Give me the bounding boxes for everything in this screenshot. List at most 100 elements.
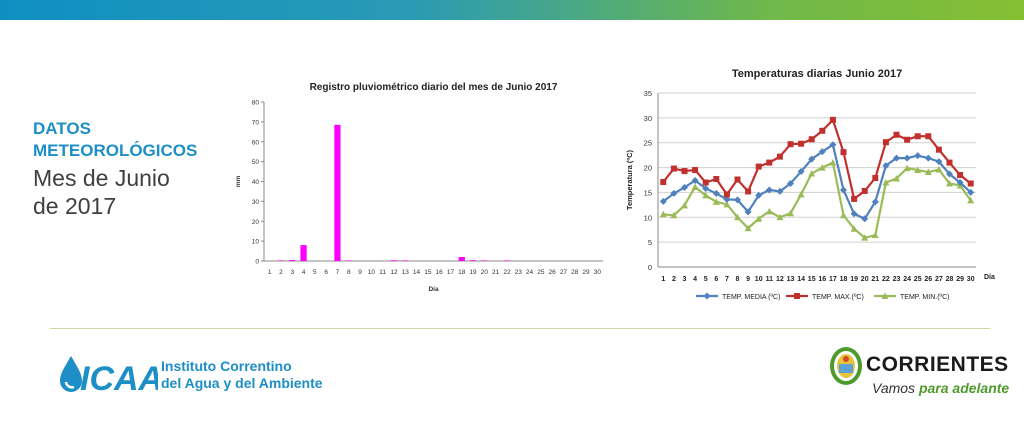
rain-x-tick-label: 23 (515, 269, 523, 276)
rain-x-tick-label: 12 (390, 269, 398, 276)
temp-point (787, 179, 794, 187)
temp-x-tick-label: 6 (714, 276, 718, 283)
legend-swatch-marker (881, 292, 889, 299)
temp-x-tick-label: 11 (766, 276, 774, 283)
temp-point (871, 198, 879, 206)
temp-y-tick-label: 15 (644, 188, 652, 197)
icaa-logo: ICAA (60, 356, 158, 396)
rain-bar (289, 260, 296, 261)
icaa-logo-text: ICAA (80, 360, 158, 396)
rain-x-tick-label: 24 (526, 269, 534, 276)
temp-series-line (662, 117, 972, 201)
temp-y-axis-label: Temperatura (ºC) (625, 149, 634, 210)
temp-point (723, 200, 731, 208)
temp-x-tick-label: 17 (829, 276, 837, 283)
temp-point (893, 154, 900, 162)
temp-x-tick-label: 21 (871, 276, 879, 283)
temp-point (692, 167, 699, 174)
temp-point (818, 164, 826, 171)
heading-line-1: DATOS (33, 119, 91, 138)
temp-point (808, 155, 816, 163)
temp-point (850, 210, 858, 218)
icaa-name: Instituto Correntino del Agua y del Ambi… (161, 358, 323, 392)
rain-bar (481, 260, 488, 261)
temp-point (797, 190, 805, 198)
temp-point (851, 195, 858, 202)
temp-point (924, 154, 932, 162)
rain-x-tick-label: 3 (290, 269, 294, 276)
temp-x-axis-label: Día (984, 274, 995, 281)
rain-y-tick-label: 80 (252, 100, 260, 107)
legend-swatch-marker (703, 292, 711, 300)
temp-point (935, 146, 942, 153)
rain-y-tick-label: 30 (252, 199, 260, 206)
rain-y-tick-label: 60 (252, 139, 260, 146)
temp-x-tick-label: 18 (840, 276, 848, 283)
temp-y-tick-label: 10 (644, 213, 652, 222)
temp-point (882, 162, 890, 170)
rain-x-tick-label: 11 (379, 269, 386, 276)
temp-point (840, 211, 847, 219)
heading-line-3: Mes de Junio (33, 165, 170, 191)
icaa-name-line-2: del Agua y del Ambiente (161, 375, 323, 391)
temp-point (903, 164, 911, 172)
temp-point (702, 191, 710, 199)
footer-divider (50, 328, 990, 329)
rain-x-tick-label: 15 (424, 269, 432, 276)
temp-point (755, 191, 763, 199)
temp-point (893, 131, 900, 138)
legend-label: TEMP. MEDIA (ºC) (722, 294, 780, 301)
rain-x-tick-label: 20 (481, 269, 489, 276)
temp-point (670, 189, 678, 197)
slogan-part-2: para adelante (918, 380, 1010, 396)
icaa-name-line-1: Instituto Correntino (161, 358, 292, 374)
rain-chart-title: Registro pluviométrico diario del mes de… (310, 82, 558, 93)
temp-point (871, 231, 879, 239)
rain-x-tick-label: 28 (571, 269, 579, 276)
rain-x-tick-label: 6 (324, 269, 328, 276)
temp-point (755, 215, 763, 222)
temp-series-line (663, 161, 972, 239)
heading-line-2: METEOROLÓGICOS (33, 141, 198, 160)
rain-y-tick-label: 70 (252, 119, 260, 126)
temp-x-tick-label: 22 (882, 276, 890, 283)
corrientes-seal-icon (830, 347, 862, 385)
rain-x-tick-label: 30 (594, 269, 602, 276)
temp-point (713, 176, 720, 183)
temp-point (967, 188, 975, 196)
temp-point (893, 175, 900, 182)
temp-point (840, 186, 847, 194)
temp-x-tick-label: 13 (787, 276, 795, 283)
temp-point (840, 149, 847, 156)
temp-point (861, 215, 869, 223)
rain-x-tick-label: 19 (469, 269, 477, 276)
temperature-line-chart: Temperaturas diarias Junio 2017051015202… (625, 68, 995, 301)
rain-x-tick-label: 18 (458, 269, 466, 276)
temp-point (744, 208, 752, 216)
rain-bar (334, 124, 341, 261)
temp-x-tick-label: 30 (967, 276, 975, 283)
temp-point (914, 152, 922, 160)
rain-x-axis-label: Día (428, 286, 439, 293)
temp-x-tick-label: 24 (903, 276, 911, 283)
rain-x-tick-label: 9 (358, 269, 362, 276)
rain-x-tick-label: 21 (492, 269, 500, 276)
rain-x-tick-label: 1 (268, 269, 272, 276)
temp-x-tick-label: 4 (693, 276, 697, 283)
temp-point (723, 195, 731, 203)
rain-bar (458, 257, 465, 261)
temp-point (946, 159, 953, 166)
temp-point (957, 172, 964, 179)
temp-point (903, 154, 911, 162)
rain-x-tick-label: 27 (560, 269, 568, 276)
temp-point (914, 166, 922, 174)
temp-x-tick-label: 5 (704, 276, 708, 283)
rain-bar (300, 245, 307, 261)
temp-point (882, 139, 889, 146)
rain-x-tick-label: 7 (336, 269, 340, 276)
rain-y-tick-label: 0 (255, 259, 259, 266)
temp-point (765, 186, 773, 194)
temp-point (797, 168, 805, 176)
temp-point (904, 136, 911, 143)
temp-point (702, 179, 709, 186)
